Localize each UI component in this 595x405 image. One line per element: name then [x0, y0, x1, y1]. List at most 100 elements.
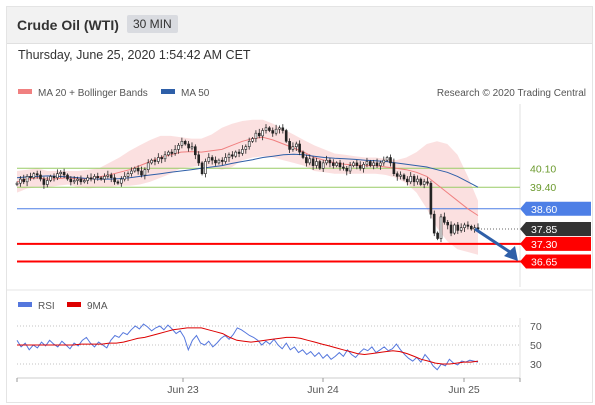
- price-tag-label: 38.60: [531, 204, 557, 216]
- candle-body: [133, 168, 137, 172]
- candle: [395, 171, 399, 181]
- candle-body: [126, 173, 130, 177]
- candle-body: [214, 159, 217, 164]
- price-tag: 37.30: [520, 236, 591, 251]
- candle-body: [19, 178, 22, 184]
- candle-body: [429, 182, 433, 215]
- candle: [89, 173, 93, 182]
- candle: [62, 168, 66, 179]
- candle-body: [389, 157, 392, 164]
- price-tag-bg: [520, 201, 591, 216]
- candle: [284, 128, 288, 143]
- candle-body: [29, 176, 32, 178]
- price-tag: 36.65: [520, 254, 591, 269]
- candle: [436, 231, 439, 241]
- candle-body: [251, 138, 254, 142]
- rsi-gridlines: 70 50 30: [17, 321, 542, 371]
- candle: [83, 178, 86, 184]
- candle-body: [328, 159, 332, 164]
- candle: [419, 177, 423, 187]
- timeframe-badge[interactable]: 30 MIN: [127, 15, 178, 33]
- candle-body: [321, 162, 325, 169]
- candle: [399, 171, 402, 180]
- candle-body: [180, 141, 184, 146]
- candle: [32, 172, 36, 180]
- candle: [140, 166, 143, 178]
- candle: [392, 158, 396, 176]
- candle: [130, 167, 133, 177]
- candle: [412, 174, 416, 187]
- candle-body: [315, 161, 318, 166]
- candle-body: [56, 173, 59, 178]
- candle: [150, 158, 153, 165]
- candle-body: [173, 149, 177, 154]
- candle: [244, 144, 248, 154]
- candle: [153, 157, 157, 166]
- legend-label-ma20: MA 20 + Bollinger Bands: [38, 88, 148, 99]
- candle-body: [395, 173, 399, 177]
- candle-body: [463, 224, 466, 229]
- candle: [116, 180, 120, 185]
- candle: [59, 170, 63, 179]
- chart-header: Crude Oil (WTI) 30 MIN: [7, 7, 592, 44]
- legend-swatch-rsi: [18, 302, 32, 307]
- candle: [231, 151, 234, 160]
- rsi-tick-label: 50: [530, 340, 542, 352]
- candle-body: [318, 161, 322, 169]
- candle-body: [345, 168, 349, 172]
- instrument-title: Crude Oil (WTI): [17, 17, 119, 33]
- candle-body: [271, 130, 275, 134]
- candle: [113, 174, 116, 185]
- candle: [180, 137, 184, 149]
- legend-label-rsi: RSI: [38, 301, 55, 312]
- candle-body: [32, 173, 36, 178]
- candle: [449, 221, 453, 237]
- candle-body: [362, 164, 365, 169]
- candle-body: [59, 172, 63, 175]
- candle: [109, 172, 113, 183]
- candle: [173, 145, 177, 156]
- candle: [298, 140, 301, 156]
- candle: [365, 157, 369, 168]
- candle-body: [146, 162, 150, 170]
- candle-body: [335, 162, 339, 166]
- candle-body: [15, 182, 19, 185]
- candle: [39, 170, 42, 182]
- candle: [274, 124, 278, 136]
- candle: [358, 161, 362, 171]
- candle: [278, 125, 281, 134]
- price-tag: 38.60: [520, 201, 591, 216]
- candle: [197, 151, 200, 166]
- candle-body: [311, 158, 315, 166]
- candle-body: [221, 159, 224, 162]
- candle: [335, 161, 339, 168]
- candle-body: [449, 224, 453, 234]
- candle: [163, 151, 167, 162]
- candle: [103, 173, 106, 183]
- candle: [106, 170, 110, 179]
- rsi-line: [16, 323, 479, 371]
- candle-body: [22, 178, 26, 183]
- candle-body: [113, 177, 116, 183]
- candle-body: [365, 161, 369, 165]
- candle: [187, 141, 190, 152]
- candle: [315, 157, 318, 169]
- candle: [409, 172, 413, 185]
- candle: [237, 149, 241, 158]
- candle-body: [456, 224, 460, 231]
- candle: [382, 156, 386, 166]
- candle-body: [130, 170, 133, 175]
- candle: [375, 158, 379, 168]
- candle: [466, 221, 470, 230]
- candle-body: [352, 162, 355, 166]
- price-tags-layer: 40.10 39.40 38.60 37.85 37.30 36.65: [520, 163, 591, 269]
- price-legend: MA 20 + Bollinger Bands MA 50 Research ©…: [18, 88, 586, 99]
- candle: [469, 224, 473, 231]
- level-label: 40.10: [530, 163, 556, 175]
- candle-body: [298, 143, 301, 153]
- candle-body: [426, 181, 429, 184]
- candle-body: [274, 128, 278, 134]
- price-tag-bg: [520, 222, 591, 237]
- candle: [19, 176, 22, 187]
